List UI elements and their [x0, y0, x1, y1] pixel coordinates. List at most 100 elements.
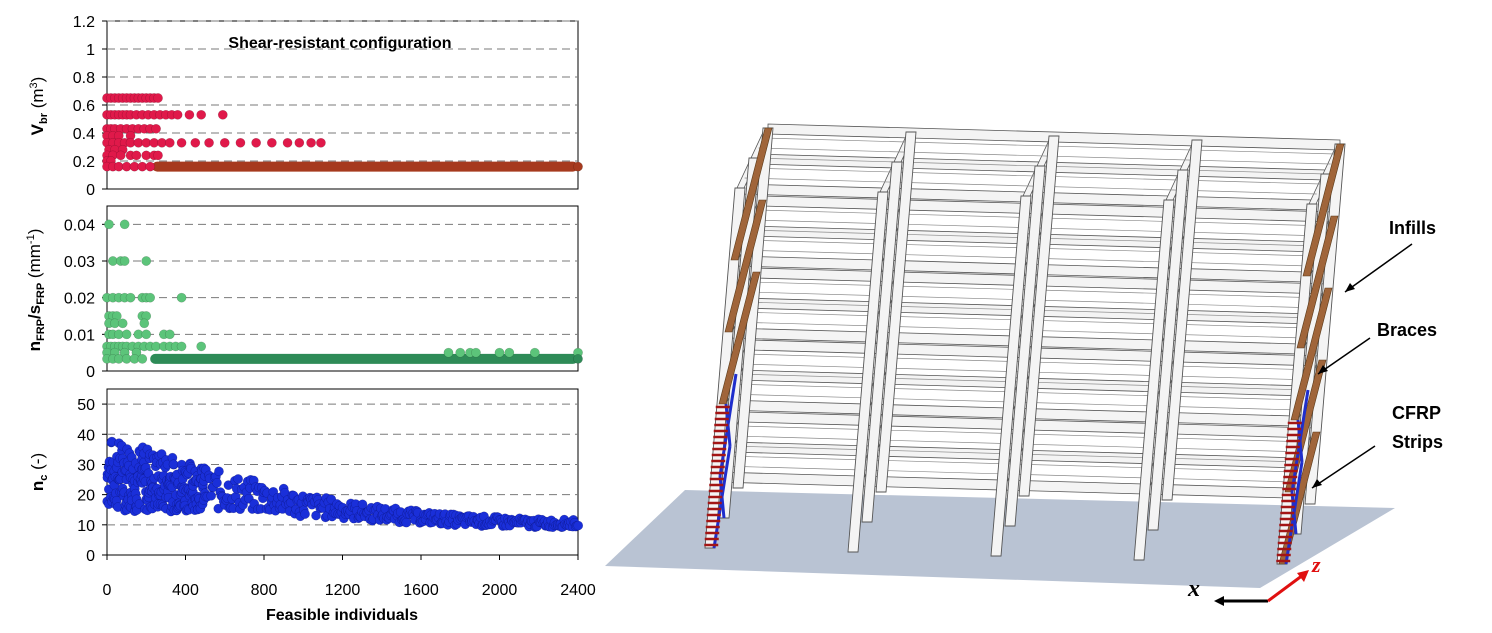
- data-point: [316, 137, 326, 148]
- axis-z-arrow: [1267, 573, 1304, 603]
- data-point: [115, 150, 126, 161]
- ytick-label: 0: [86, 182, 95, 199]
- column: [990, 195, 1032, 557]
- data-point: [145, 161, 156, 172]
- data-point: [125, 292, 136, 303]
- callout-cfrp: CFRP Strips: [1311, 403, 1443, 489]
- infill-strut: [1302, 143, 1345, 277]
- dense-point-band: [152, 161, 578, 172]
- data-point: [300, 509, 310, 519]
- dense-point-band: [150, 353, 579, 364]
- frame-group: [704, 123, 1346, 565]
- xtick-label: 0: [103, 582, 112, 599]
- data-point: [196, 109, 207, 120]
- data-point: [214, 466, 224, 477]
- data-point: [251, 137, 261, 148]
- column: [704, 187, 746, 549]
- xticks-nc: 0 400 800 1200 1600 2000 2400: [103, 555, 596, 599]
- ytick-label: 0.03: [64, 254, 95, 271]
- column: [875, 131, 917, 493]
- data-point: [219, 137, 230, 148]
- ytick-label: 10: [77, 518, 95, 535]
- ytick-label: 0: [86, 548, 95, 565]
- callout-braces-arrow: [1317, 337, 1371, 375]
- points-vbr: [102, 93, 583, 172]
- points-nc: [102, 436, 584, 532]
- ytick-label: 40: [77, 427, 95, 444]
- ytick-label: 1: [86, 42, 95, 59]
- data-point: [212, 478, 222, 488]
- yticks-vbr: 0 0.2 0.4 0.6 0.8 1 1.2: [73, 14, 107, 199]
- ytick-label: 50: [77, 397, 95, 414]
- data-point: [176, 137, 187, 148]
- label-braces: Braces: [1377, 320, 1437, 340]
- chart-nc: 0 10 20 30 40 50 0 400 800 1200 1600 2000 2400 nc (…: [28, 388, 596, 624]
- xtick-label: 2000: [482, 582, 518, 599]
- data-point: [233, 474, 243, 484]
- data-point: [151, 123, 161, 134]
- chart-nfrp: 0 0.01 0.02 0.03 0.04 nFRP/sFRP (mm-1): [25, 205, 583, 381]
- xtick-label: 1200: [325, 582, 361, 599]
- data-point: [494, 347, 505, 358]
- callout-braces: Braces: [1317, 320, 1437, 375]
- data-point: [455, 347, 466, 358]
- data-point: [164, 137, 175, 148]
- callout-cfrp-arrow: [1311, 445, 1376, 489]
- ytick-label: 0.2: [73, 154, 95, 171]
- ytick-label: 0.04: [64, 217, 95, 234]
- data-point: [176, 292, 187, 303]
- arrow-head-braces: [1318, 365, 1328, 374]
- column: [1147, 169, 1189, 531]
- axis-x-label: x: [1187, 576, 1200, 602]
- data-point: [141, 256, 152, 266]
- data-point: [119, 219, 130, 230]
- ytick-label: 0.8: [73, 70, 95, 87]
- xtick-label: 2400: [560, 582, 596, 599]
- label-cfrp-2: Strips: [1392, 432, 1443, 452]
- data-point: [176, 341, 187, 352]
- plot-frame-nfrp: [106, 205, 579, 372]
- data-point: [164, 329, 175, 340]
- data-point: [117, 318, 128, 329]
- ylabel-vbr: Vbr (m3): [28, 77, 50, 136]
- ylabel-nc: nc (-): [28, 453, 50, 491]
- data-point: [153, 93, 163, 103]
- data-point: [573, 354, 583, 364]
- data-point: [121, 329, 132, 340]
- data-point: [206, 490, 217, 501]
- structure-illustration: Infills Braces CFRP Strips x z: [605, 123, 1443, 606]
- data-point: [139, 318, 150, 329]
- ytick-label: 30: [77, 457, 95, 474]
- infill-strut: [724, 199, 767, 333]
- data-point: [357, 499, 368, 510]
- chart-title: Shear-resistant configuration: [228, 35, 451, 52]
- data-point: [573, 520, 584, 531]
- data-point: [471, 347, 481, 358]
- yticks-nfrp: 0 0.01 0.02 0.03 0.04: [64, 217, 107, 381]
- data-point: [401, 517, 412, 528]
- data-point: [119, 256, 130, 266]
- xtick-label: 1600: [403, 582, 439, 599]
- infill-strut: [730, 127, 773, 261]
- ylabel-nfrp: nFRP/sFRP (mm-1): [25, 229, 47, 352]
- data-point: [573, 161, 583, 172]
- charts-panel: 0 0.2 0.4 0.6 0.8 1 1.2 Shear-resistant config…: [25, 14, 596, 624]
- data-point: [504, 347, 515, 358]
- xlabel-nc: Feasible individuals: [266, 607, 418, 624]
- grid-vbr: [107, 20, 578, 162]
- arrow-head-cfrp: [1312, 479, 1322, 488]
- column: [1161, 139, 1203, 501]
- ytick-label: 0.6: [73, 98, 95, 115]
- xtick-label: 800: [251, 582, 278, 599]
- ytick-label: 0.02: [64, 291, 95, 308]
- data-point: [217, 109, 228, 120]
- ytick-label: 0: [86, 364, 95, 381]
- ytick-label: 20: [77, 488, 95, 505]
- points-nfrp: [102, 219, 583, 364]
- data-point: [172, 109, 183, 120]
- slab-joist: [744, 177, 1317, 195]
- column: [1004, 165, 1046, 527]
- xtick-label: 400: [172, 582, 199, 599]
- data-point: [223, 480, 234, 490]
- label-cfrp-1: CFRP: [1392, 403, 1441, 423]
